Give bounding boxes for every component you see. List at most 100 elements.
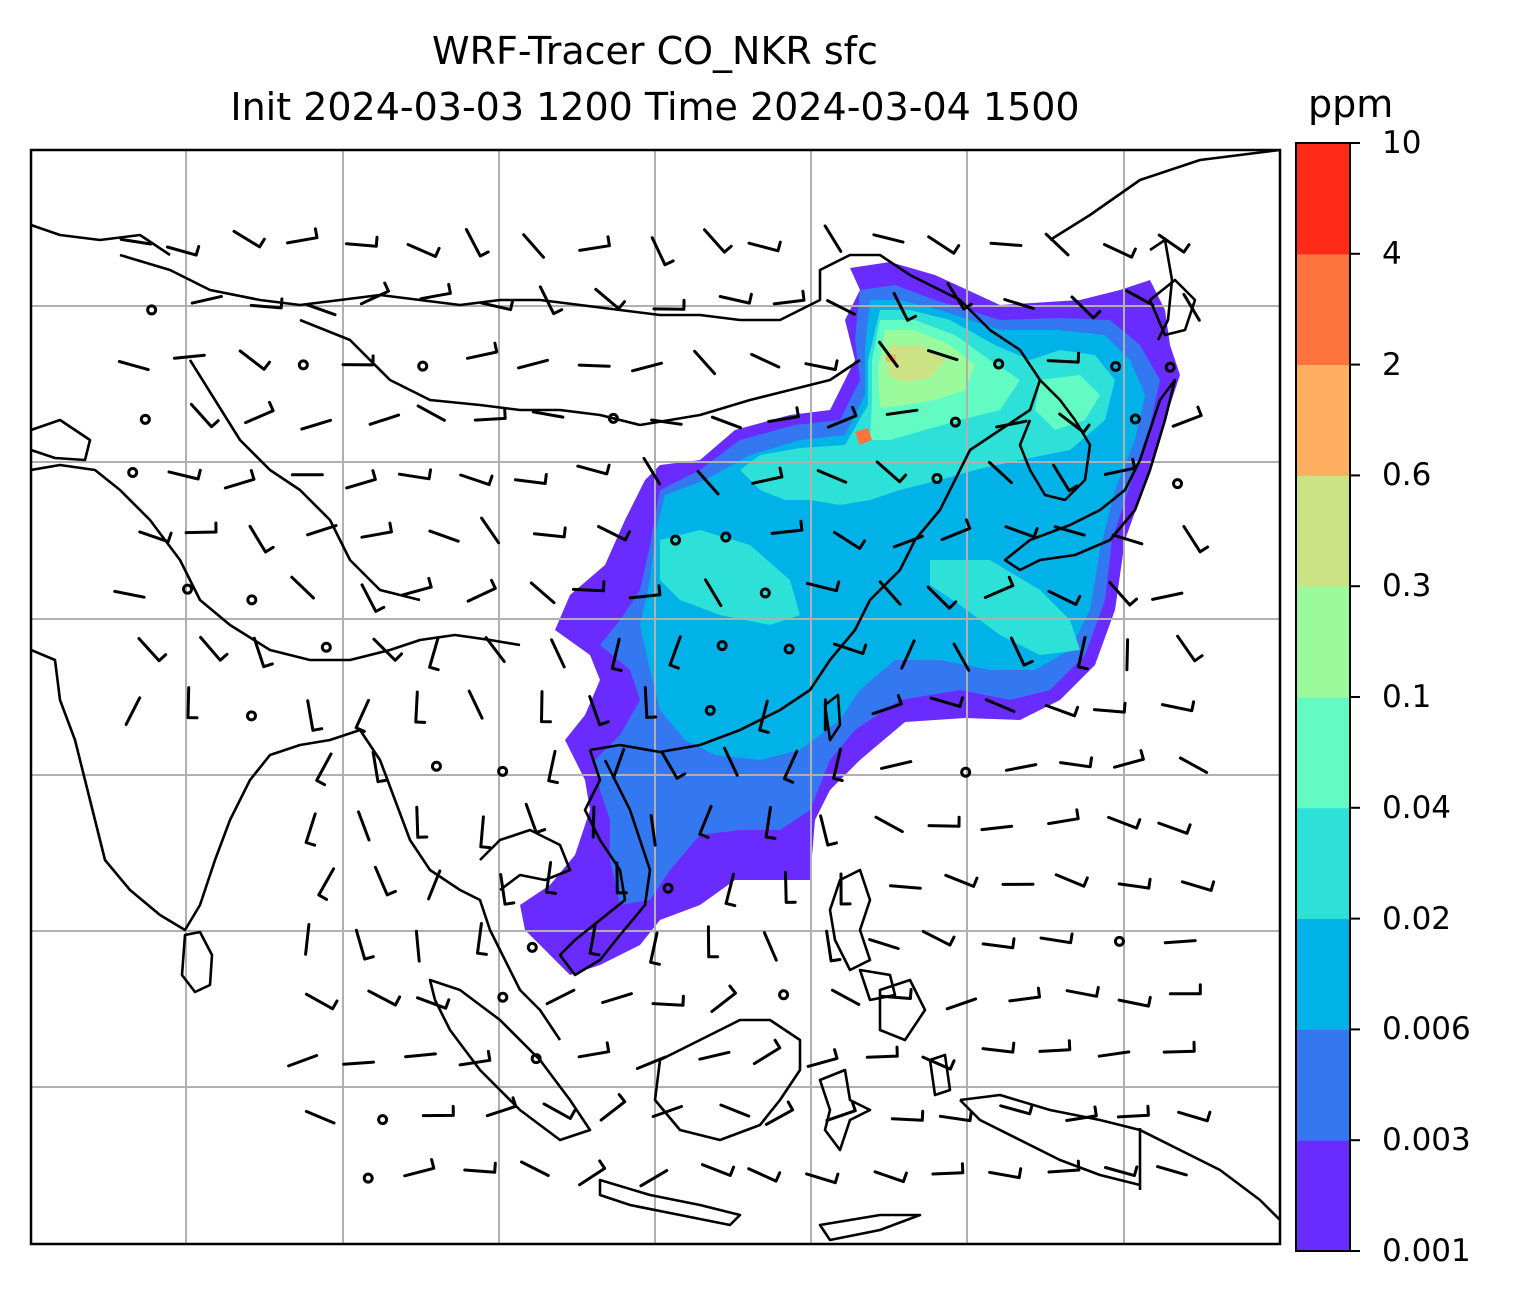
wind-barb xyxy=(594,287,626,311)
wind-barb xyxy=(249,297,284,310)
wind-barb xyxy=(706,925,720,959)
wind-barb xyxy=(700,1163,736,1177)
colorbar xyxy=(1295,142,1360,1252)
wind-barb xyxy=(317,867,336,901)
wind-barb xyxy=(467,689,484,720)
wind-barb xyxy=(540,690,552,724)
wind-barb xyxy=(304,1109,336,1125)
wind-barb xyxy=(806,1048,839,1068)
calm-wind-marker xyxy=(783,643,795,655)
wind-barb xyxy=(1053,525,1086,537)
wind-barb xyxy=(484,636,506,663)
wind-barb xyxy=(764,805,777,840)
calm-wind-marker xyxy=(526,941,538,953)
wind-barb xyxy=(532,526,567,539)
calm-wind-marker xyxy=(1110,360,1122,372)
wind-barb xyxy=(878,340,899,368)
taiwan xyxy=(823,693,842,742)
colorbar-tick-label: 0.04 xyxy=(1382,789,1452,826)
calm-wind-marker xyxy=(704,704,716,716)
wind-barb xyxy=(649,931,661,966)
calm-wind-marker xyxy=(245,710,257,722)
wind-barb xyxy=(1182,292,1201,322)
wind-barb xyxy=(415,805,429,839)
wind-barb xyxy=(1107,815,1142,830)
wind-barb xyxy=(660,750,687,780)
calm-wind-marker xyxy=(960,766,972,778)
wind-barb xyxy=(354,698,370,733)
wind-barb xyxy=(186,686,199,720)
luzon xyxy=(828,868,872,972)
wind-barb xyxy=(542,1102,577,1120)
colorbar-segment xyxy=(1296,253,1350,366)
colorbar-tick-label: 4 xyxy=(1382,235,1402,272)
wind-barb xyxy=(612,747,626,780)
myanmar-coast xyxy=(358,729,562,1041)
wind-barb xyxy=(576,463,611,476)
wind-barb xyxy=(190,294,223,305)
wind-barb xyxy=(406,243,441,258)
wind-barb xyxy=(698,804,713,839)
colorbar-segment xyxy=(1296,807,1350,920)
wind-barb xyxy=(642,456,662,486)
wind-barb xyxy=(987,460,1013,485)
borneo xyxy=(653,1018,802,1142)
wind-barb xyxy=(874,815,904,834)
wind-barb xyxy=(167,468,202,481)
wind-barb xyxy=(1076,636,1089,671)
wind-barb xyxy=(832,530,866,550)
wind-barb xyxy=(747,240,782,253)
colorbar-tick-label: 0.6 xyxy=(1382,457,1432,494)
calm-wind-marker xyxy=(670,534,682,546)
wind-barb xyxy=(1047,1159,1081,1174)
wind-barb xyxy=(428,529,460,543)
calm-wind-marker xyxy=(662,882,674,894)
wind-barb xyxy=(479,815,492,850)
wind-barb xyxy=(588,695,610,727)
calm-wind-marker xyxy=(146,304,158,316)
colorbar-tick-label: 0.3 xyxy=(1382,568,1432,605)
calm-wind-marker xyxy=(759,587,771,599)
wind-barb xyxy=(357,810,371,842)
wind-barb xyxy=(344,235,379,248)
wind-barb xyxy=(865,1045,899,1059)
wind-barb xyxy=(816,469,848,484)
wind-barb xyxy=(921,1055,956,1071)
calm-wind-marker xyxy=(1164,361,1176,373)
map-title-line2: Init 2024-03-03 1200 Time 2024-03-04 150… xyxy=(230,85,1080,129)
wind-barb xyxy=(1044,232,1070,257)
wind-barb xyxy=(306,524,338,537)
colorbar-segment xyxy=(1296,697,1350,809)
wind-barb xyxy=(1157,821,1192,835)
wind-barb xyxy=(419,282,452,301)
colorbar-segment xyxy=(1296,1029,1350,1141)
wind-barb xyxy=(367,989,402,1007)
wind-barb xyxy=(719,1103,751,1118)
wind-barb xyxy=(880,760,913,770)
wind-barb xyxy=(981,1041,1016,1054)
wind-barb xyxy=(878,580,902,606)
wind-barb xyxy=(639,1169,669,1188)
wind-barb xyxy=(545,988,576,1006)
wind-barb xyxy=(189,402,220,429)
wind-barb xyxy=(372,637,403,662)
wind-barb xyxy=(304,923,311,956)
wind-barb xyxy=(342,1060,375,1066)
wind-barb xyxy=(938,1110,973,1123)
colorbar-segment xyxy=(1296,364,1350,476)
japan xyxy=(1003,378,1177,572)
wind-barb xyxy=(668,635,682,670)
wind-barb xyxy=(1180,880,1216,892)
wind-barb xyxy=(421,1104,455,1118)
calm-wind-marker xyxy=(417,360,429,372)
wind-barb xyxy=(400,576,433,597)
wind-barb xyxy=(404,1052,437,1059)
wind-barb xyxy=(577,1041,611,1059)
wind-barb xyxy=(826,405,858,429)
wind-barb xyxy=(480,516,501,545)
wind-barb xyxy=(873,1170,908,1184)
wind-barb xyxy=(223,469,256,490)
wind-barb xyxy=(1044,704,1080,718)
colorbar-tick-label: 0.006 xyxy=(1382,1011,1471,1048)
wind-barb xyxy=(770,519,804,535)
